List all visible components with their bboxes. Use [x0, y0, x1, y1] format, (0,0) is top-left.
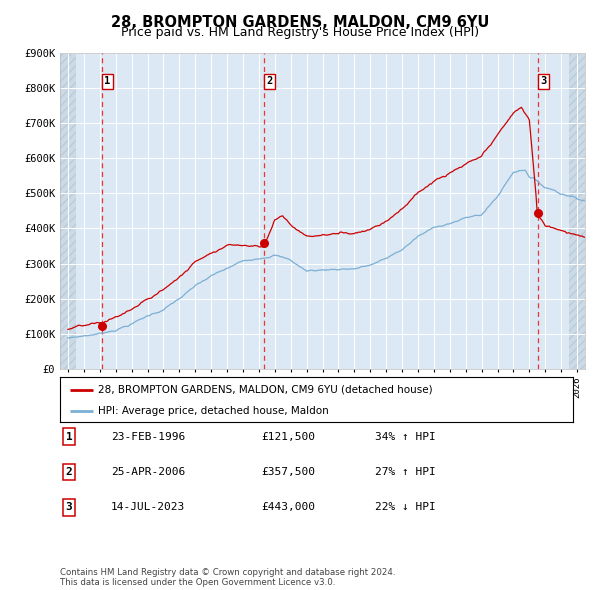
Bar: [60, 53, 76, 369]
Text: 28, BROMPTON GARDENS, MALDON, CM9 6YU: 28, BROMPTON GARDENS, MALDON, CM9 6YU: [111, 15, 489, 30]
Text: 22% ↓ HPI: 22% ↓ HPI: [375, 503, 436, 512]
Text: 14-JUL-2023: 14-JUL-2023: [111, 503, 185, 512]
Text: Price paid vs. HM Land Registry's House Price Index (HPI): Price paid vs. HM Land Registry's House …: [121, 26, 479, 39]
Text: 2: 2: [65, 467, 73, 477]
Text: £121,500: £121,500: [261, 432, 315, 441]
Text: £357,500: £357,500: [261, 467, 315, 477]
Text: £443,000: £443,000: [261, 503, 315, 512]
Text: 34% ↑ HPI: 34% ↑ HPI: [375, 432, 436, 441]
Text: 3: 3: [65, 503, 73, 512]
Text: 28, BROMPTON GARDENS, MALDON, CM9 6YU (detached house): 28, BROMPTON GARDENS, MALDON, CM9 6YU (d…: [98, 385, 433, 395]
Text: 23-FEB-1996: 23-FEB-1996: [111, 432, 185, 441]
Text: HPI: Average price, detached house, Maldon: HPI: Average price, detached house, Mald…: [98, 406, 329, 415]
Text: 2: 2: [266, 76, 272, 86]
Text: 27% ↑ HPI: 27% ↑ HPI: [375, 467, 436, 477]
Bar: [569, 53, 585, 369]
Text: 25-APR-2006: 25-APR-2006: [111, 467, 185, 477]
Text: 3: 3: [540, 76, 547, 86]
Text: 1: 1: [65, 432, 73, 441]
Text: 1: 1: [104, 76, 110, 86]
Text: Contains HM Land Registry data © Crown copyright and database right 2024.
This d: Contains HM Land Registry data © Crown c…: [60, 568, 395, 587]
